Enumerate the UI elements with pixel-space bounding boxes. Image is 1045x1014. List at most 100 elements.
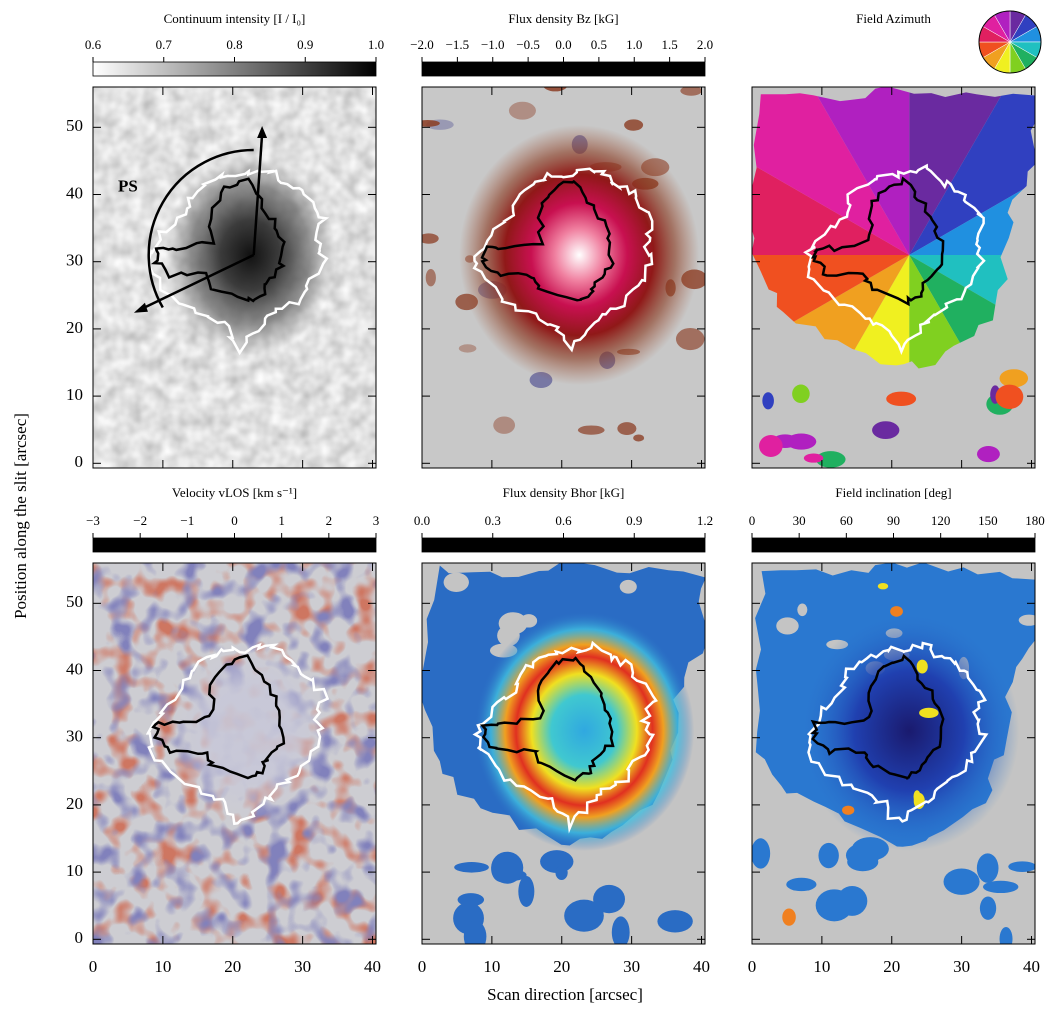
ps-arc: [147, 148, 254, 309]
flux-patch: [633, 434, 645, 442]
y-tick-label: 0: [75, 452, 84, 471]
opposite-polarity: [890, 606, 903, 617]
colorbar-tick-label: 0.8: [226, 37, 242, 52]
y-tick-label: 50: [66, 116, 83, 135]
azimuth-sector: [752, 254, 910, 369]
gap: [619, 579, 637, 594]
field-patch: [752, 838, 771, 869]
flux-patch: [458, 344, 477, 353]
colorbar: [421, 537, 706, 553]
colorbar-title: Velocity vLOS [km s⁻¹]: [172, 485, 297, 500]
azimuth-sector: [909, 87, 1035, 255]
azimuth-sector: [752, 87, 910, 255]
opposite-polarity: [877, 582, 889, 590]
outer-contour: [145, 642, 330, 826]
field-patch: [611, 916, 630, 944]
flux-patch: [624, 119, 644, 131]
opposite-polarity: [842, 805, 855, 815]
azimuth-sector: [752, 87, 910, 255]
colorbar-tick-label: −1.0: [481, 37, 505, 52]
inner-contour: [151, 654, 286, 780]
arrow-head: [133, 302, 148, 313]
frame: [92, 86, 377, 469]
field-patch: [836, 886, 868, 916]
colorbar-title: Continuum intensity [I / I₀]: [164, 11, 306, 26]
colorbar-tick-label: 0.0: [555, 37, 571, 52]
x-tick-label: 30: [953, 957, 970, 976]
flux-patch: [422, 233, 439, 244]
opposite-polarity: [919, 707, 939, 719]
x-tick-label: 30: [294, 957, 311, 976]
colorbar-tick-label: 2.0: [697, 37, 713, 52]
colorbar-tick-label: 30: [793, 513, 806, 528]
map: [752, 563, 1035, 944]
map: [93, 563, 376, 944]
flux-patch: [680, 87, 702, 96]
x-tick-label: 30: [623, 957, 640, 976]
y-tick-label: 20: [66, 794, 83, 813]
colorbar: [92, 537, 377, 553]
y-tick-label: 40: [66, 659, 83, 678]
map: [422, 563, 705, 944]
flux-patch: [543, 87, 568, 92]
y-tick-label: 30: [66, 251, 83, 270]
outer-contour: [147, 168, 330, 356]
inner-contour: [810, 176, 945, 307]
colorbar-tick-label: 150: [978, 513, 998, 528]
field-patch: [518, 876, 535, 907]
inner-contour: [150, 177, 286, 303]
y-tick-label: 10: [66, 385, 83, 404]
sunspot: [165, 154, 336, 355]
x-tick-label: 40: [1023, 957, 1040, 976]
x-tick-label: 20: [224, 957, 241, 976]
gap: [520, 614, 538, 628]
field-patch: [815, 451, 846, 468]
frame: [751, 86, 1036, 469]
azimuth-sector: [752, 87, 910, 255]
inner-contour: [810, 653, 945, 780]
colorbar-tick-label: 0: [749, 513, 756, 528]
umbra-field: [459, 124, 700, 385]
field-patch: [759, 435, 783, 458]
colorbar-tick-label: −2: [133, 513, 147, 528]
color-wheel-outline: [978, 10, 1042, 74]
field-patch: [593, 884, 625, 914]
opposite-polarity: [916, 659, 928, 674]
arrow-head: [257, 126, 268, 139]
field-patch: [762, 392, 774, 410]
colorbar-tick-label: 1: [278, 513, 285, 528]
colorbar-tick-label: −1.5: [446, 37, 470, 52]
gap: [776, 617, 799, 635]
x-tick-label: 40: [693, 957, 710, 976]
field-patch: [657, 910, 693, 933]
flux-patch: [422, 119, 440, 127]
field-patch: [872, 421, 900, 440]
frame: [751, 562, 1036, 945]
annotation: PS: [118, 177, 138, 196]
colorbar-tick-label: 1.0: [368, 37, 384, 52]
colorbar-tick-label: 90: [887, 513, 900, 528]
y-tick-label: 40: [66, 183, 83, 202]
y-tick-label: 50: [66, 592, 83, 611]
colorbar-tick-label: −1: [180, 513, 194, 528]
flux-patch: [714, 165, 742, 179]
outer-contour: [472, 167, 654, 353]
outer-contour: [472, 640, 659, 834]
map: [93, 87, 376, 468]
field-patch: [491, 856, 512, 883]
colorbar-tick-label: 0.0: [414, 513, 430, 528]
umbra-inclination: [799, 610, 1020, 851]
frame: [421, 562, 706, 945]
colorbar-tick-label: 120: [931, 513, 951, 528]
field-patch: [999, 369, 1029, 388]
field-patch: [786, 433, 817, 450]
field-patch: [979, 896, 997, 920]
flux-patch: [704, 107, 705, 113]
x-tick-label: 0: [89, 957, 98, 976]
ps-arrow: [252, 133, 264, 256]
field-patch: [786, 877, 817, 892]
outer-contour: [803, 163, 986, 356]
flux-patch: [384, 133, 409, 152]
field-patch: [886, 391, 917, 407]
colorbar-tick-label: −3: [86, 513, 100, 528]
